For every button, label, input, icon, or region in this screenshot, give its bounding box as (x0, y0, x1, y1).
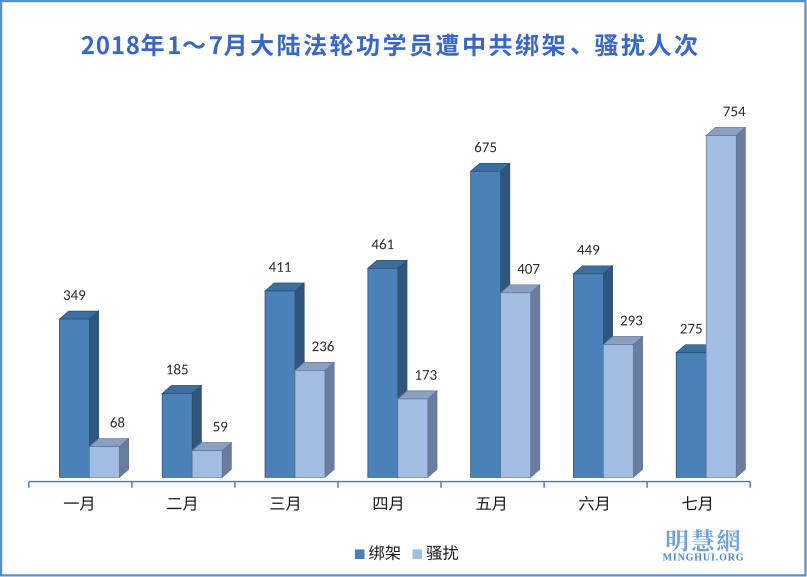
svg-text:MINGHUI.ORG: MINGHUI.ORG (663, 553, 745, 564)
